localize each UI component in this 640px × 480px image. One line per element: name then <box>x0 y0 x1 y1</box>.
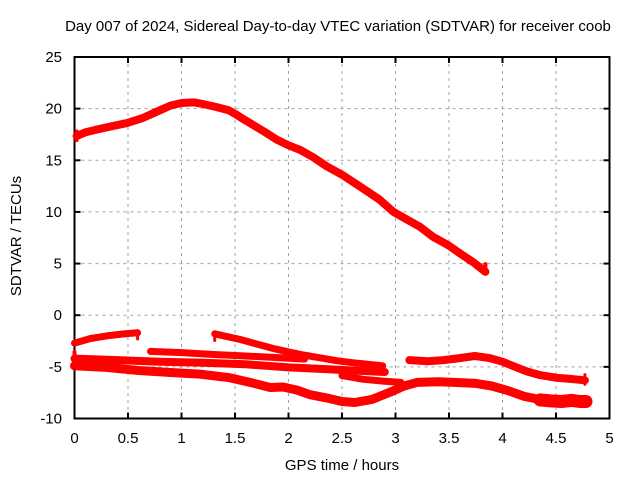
vtec-arc-3 <box>211 330 387 370</box>
x-axis-label: GPS time / hours <box>285 457 399 474</box>
x-tick-label: 2 <box>284 430 292 447</box>
vtec-arc-5 <box>147 347 309 363</box>
x-tick-label: 2.5 <box>332 430 353 447</box>
chart-title: Day 007 of 2024, Sidereal Day-to-day VTE… <box>65 18 611 35</box>
x-tick-label: 1 <box>177 430 185 447</box>
y-tick-label: 25 <box>45 49 62 66</box>
x-tick-label: 4 <box>498 430 506 447</box>
vtec-arc-6 <box>70 361 542 407</box>
y-axis-label: SDTVAR / TECUs <box>8 176 25 296</box>
x-tick-label: 5 <box>605 430 613 447</box>
y-tick-label: 0 <box>54 307 62 324</box>
y-tick-label: 10 <box>45 204 62 221</box>
x-tick-label: 1.5 <box>225 430 246 447</box>
x-tick-label: 3 <box>391 430 399 447</box>
x-tick-label: 0.5 <box>118 430 139 447</box>
plot-area: 0 0.5 1 1.5 2 2.5 3 3.5 4 4.5 5 -10 -5 0 5 10 15 20 25 <box>40 49 613 447</box>
vtec-arc-4 <box>70 354 389 376</box>
vtec-arc-2 <box>71 329 142 347</box>
vtec-arc-6-end-cluster <box>533 393 593 408</box>
vtec-arc-1 <box>72 98 490 276</box>
vtec-arc-8 <box>405 352 589 385</box>
x-tick-label: 0 <box>70 430 78 447</box>
y-tick-label: 20 <box>45 101 62 118</box>
y-tick-label: -10 <box>40 411 62 428</box>
vtec-arc-7 <box>338 372 405 386</box>
y-tick-label: 15 <box>45 152 62 169</box>
x-tick-label: 3.5 <box>439 430 460 447</box>
y-tick-label: 5 <box>54 256 62 273</box>
x-tick-label: 4.5 <box>546 430 567 447</box>
y-tick-label: -5 <box>49 359 62 376</box>
